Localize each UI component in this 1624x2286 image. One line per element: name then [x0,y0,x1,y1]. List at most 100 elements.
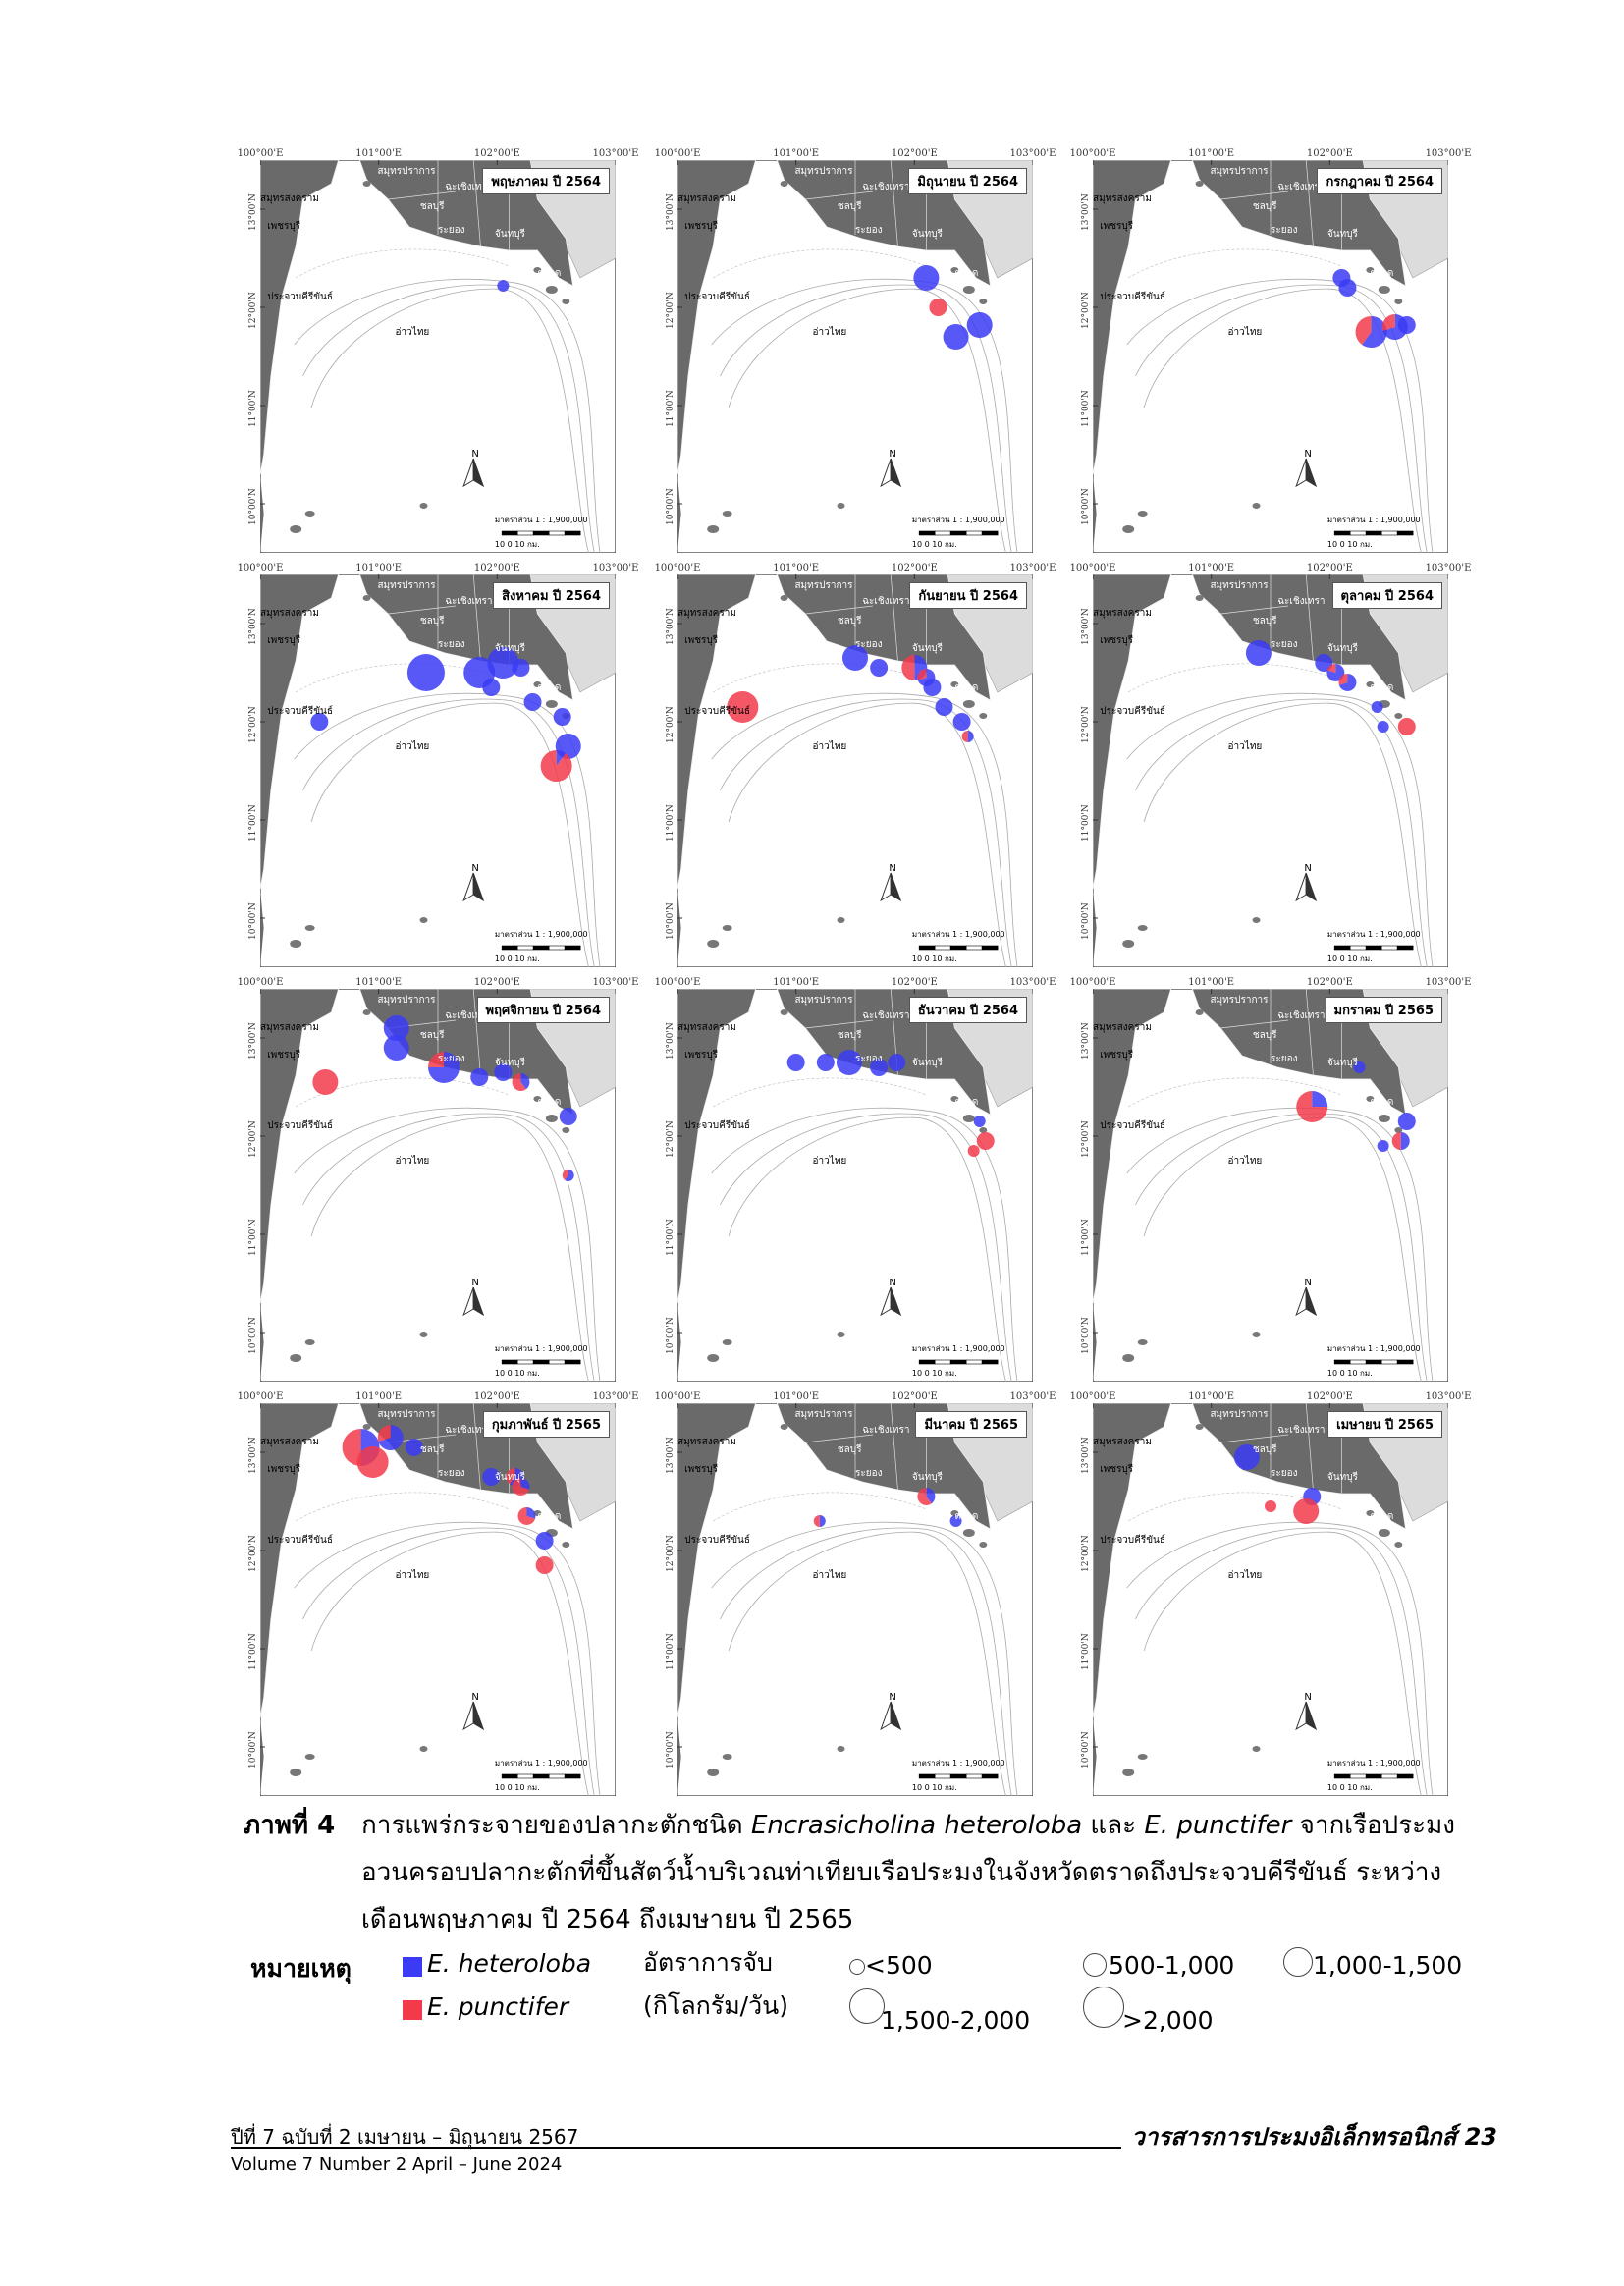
place-label: อ่าวไทย [1227,741,1263,752]
longitude-tick: 102°00'E [1306,1391,1353,1402]
north-label: N [889,863,896,874]
map-panel: 100°00'E 101°00'E 102°00'E 103°00'E 13°00'N 1… [238,563,638,967]
longitude-tick: 103°00'E [1425,148,1472,159]
place-label: ตราด [537,1511,562,1522]
place-label: ระยอง [855,225,883,236]
catch-point [535,1556,554,1574]
longitude-tick: 103°00'E [1425,977,1472,988]
catch-point [487,647,519,679]
place-label: ประจวบคีรีขันธ์ [1100,292,1165,302]
north-arrow-icon [880,1701,902,1731]
map-svg [260,574,616,967]
place-label: สมุทรสงคราม [1093,193,1152,204]
latitude-tick: 10°00'N [248,1731,258,1769]
north-arrow-icon [462,1286,485,1317]
catch-point [559,1108,577,1125]
latitude-tick: 12°00'N [1081,1120,1091,1158]
longitude-tick: 103°00'E [1425,563,1472,573]
figure-label: ภาพที่ 4 [244,1811,336,1840]
north-arrow-icon [1295,1286,1318,1317]
place-label: อ่าวไทย [1227,1156,1263,1167]
latitude-tick: 11°00'N [248,1633,258,1670]
scale-ticks: 10 0 10 กม. [494,1368,540,1378]
catch-point [1338,279,1357,297]
catch-point [923,679,942,696]
place-label: เพชรบุรี [267,1464,301,1475]
scale-ticks: 10 0 10 กม. [911,953,957,963]
heteroloba-swatch [403,1957,422,1977]
catch-point [1355,316,1387,348]
longitude-tick: 102°00'E [473,977,520,988]
latitude-tick: 13°00'N [248,1022,258,1060]
place-label: ตราด [954,268,979,279]
catch-point [383,1035,409,1061]
size-class-4: 1,500-2,000 [881,2006,1031,2035]
scale-ticks: 10 0 10 กม. [494,953,540,963]
map-svg [260,1403,616,1796]
latitude-tick: 12°00'N [666,1120,676,1158]
north-arrow-icon [880,872,902,902]
catch-point [310,713,329,731]
latitude-tick: 11°00'N [666,804,676,842]
catch-point [377,1425,404,1450]
latitude-tick: 13°00'N [248,193,258,231]
latitude-tick: 12°00'N [248,1535,258,1572]
place-label: จันทบุรี [1326,229,1358,240]
scale-bar [918,945,999,951]
scale-text: มาตราส่วน 1 : 1,900,000 [494,1759,588,1768]
scale-bar [501,530,581,536]
latitude-tick: 11°00'N [1081,1633,1091,1670]
latitude-tick: 12°00'N [248,292,258,329]
place-label: ระยอง [1271,1468,1298,1479]
longitude-tick: 102°00'E [473,148,520,159]
longitude-tick: 100°00'E [1069,148,1116,159]
latitude-tick: 12°00'N [666,1535,676,1572]
latitude-tick: 11°00'N [248,804,258,842]
longitude-tick: 102°00'E [473,1391,520,1402]
latitude-tick: 13°00'N [1081,608,1091,645]
size-class-2-circle [1083,1953,1107,1977]
catch-point [952,713,971,731]
north-arrow-icon [880,458,902,488]
latitude-tick: 12°00'N [666,706,676,743]
latitude-tick: 11°00'N [248,1219,258,1256]
place-label: อ่าวไทย [395,1156,430,1167]
scale-text: มาตราส่วน 1 : 1,900,000 [1326,930,1421,939]
north-label: N [471,1278,479,1288]
place-label: สมุทรสงคราม [260,608,319,619]
latitude-tick: 12°00'N [1081,706,1091,743]
north-label: N [1304,1278,1312,1288]
map-panel: 100°00'E 101°00'E 102°00'E 103°00'E 13°00'N 1… [238,1391,638,1796]
longitude-tick: 101°00'E [773,148,820,159]
catch-point [406,654,445,691]
longitude-tick: 101°00'E [355,977,403,988]
catch-point [929,299,947,316]
place-label: เพชรบุรี [684,1464,719,1475]
place-label: สมุทรสงคราม [677,1022,736,1033]
longitude-tick: 101°00'E [1188,148,1235,159]
place-label: สมุทรปราการ [377,995,436,1006]
longitude-labels: 100°00'E 101°00'E 102°00'E 103°00'E [238,1391,639,1403]
place-label: ระยอง [855,1054,883,1064]
longitude-labels: 100°00'E 101°00'E 102°00'E 103°00'E [655,1391,1056,1403]
longitude-labels: 100°00'E 101°00'E 102°00'E 103°00'E [1070,563,1472,574]
longitude-labels: 100°00'E 101°00'E 102°00'E 103°00'E [238,563,639,574]
scale-bar [1333,530,1414,536]
latitude-tick: 11°00'N [1081,390,1091,427]
place-label: สมุทรปราการ [377,1409,436,1420]
north-arrow-icon [880,1286,902,1317]
longitude-tick: 100°00'E [654,563,701,573]
longitude-labels: 100°00'E 101°00'E 102°00'E 103°00'E [1070,1391,1472,1403]
latitude-tick: 10°00'N [666,1731,676,1769]
legend-punctifer: E. punctifer [427,1992,569,2021]
scale-ticks: 10 0 10 กม. [1326,953,1373,963]
latitude-tick: 10°00'N [666,1317,676,1354]
longitude-tick: 101°00'E [773,977,820,988]
place-label: สมุทรปราการ [1210,995,1269,1006]
north-label: N [1304,1692,1312,1703]
latitude-tick: 10°00'N [248,488,258,525]
month-label: มิถุนายน ปี 2564 [908,168,1027,194]
catch-point [517,1507,536,1525]
scale-ticks: 10 0 10 กม. [494,539,540,549]
latitude-tick: 13°00'N [1081,1437,1091,1474]
